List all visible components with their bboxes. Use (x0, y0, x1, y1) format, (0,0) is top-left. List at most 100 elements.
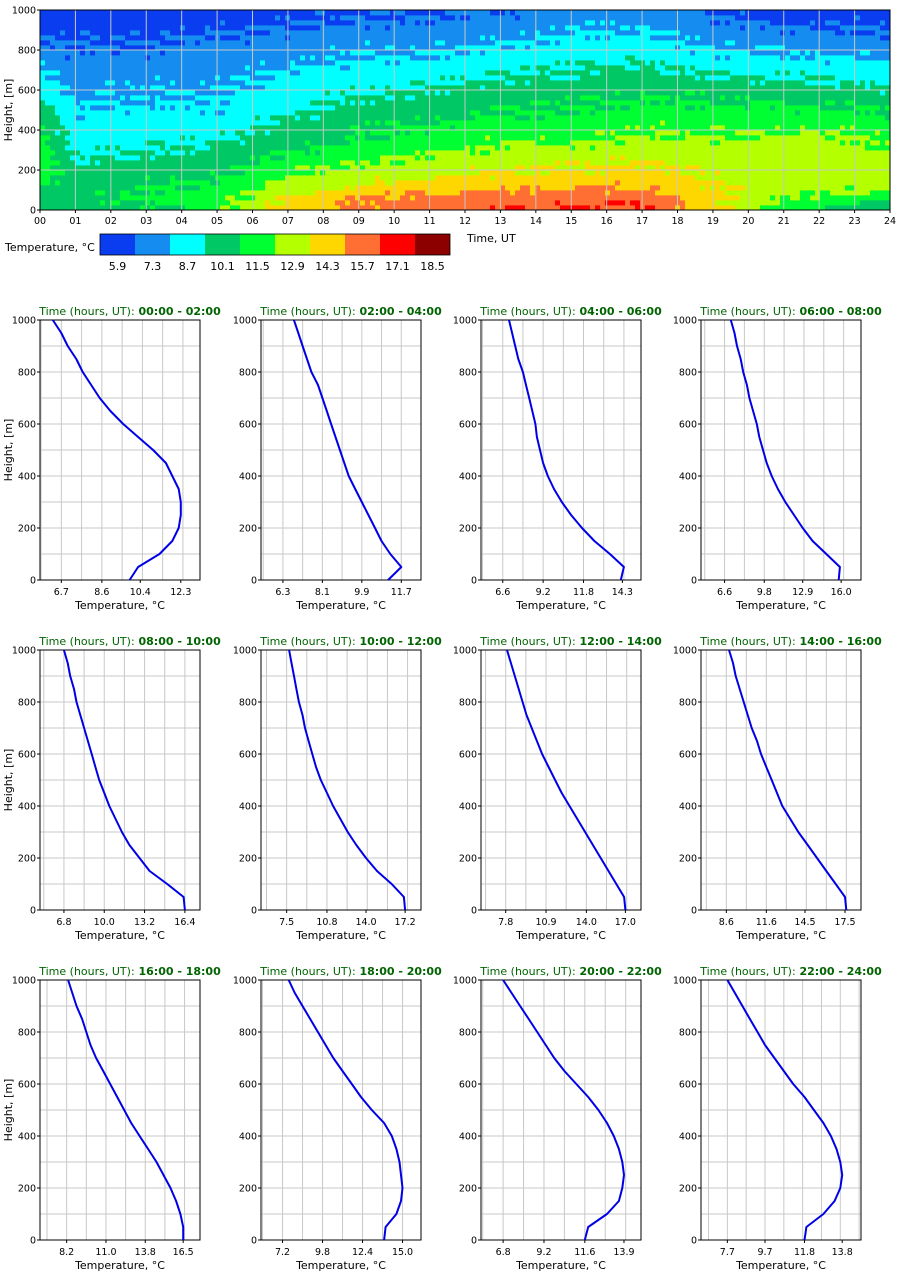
heatmap-cell (235, 90, 241, 96)
heatmap-cell (655, 125, 661, 131)
heatmap-cell (155, 120, 161, 126)
heatmap-cell (220, 90, 226, 96)
heatmap-cell (60, 40, 66, 46)
heatmap-cell (585, 50, 591, 56)
heatmap-cell (240, 75, 246, 81)
heatmap-cell (400, 115, 406, 121)
heatmap-cell (75, 40, 81, 46)
heatmap-cell (515, 125, 521, 131)
heatmap-cell (105, 25, 111, 31)
heatmap-cell (585, 165, 591, 171)
heatmap-cell (490, 150, 496, 156)
heatmap-cell (380, 120, 386, 126)
heatmap-cell (485, 45, 491, 51)
heatmap-cell (315, 140, 321, 146)
heatmap-cell (440, 35, 446, 41)
heatmap-cell (40, 145, 46, 151)
heatmap-cell (455, 175, 461, 181)
heatmap-cell (290, 15, 296, 21)
heatmap-cell (95, 55, 101, 61)
heatmap-cell (525, 165, 531, 171)
heatmap-cell (550, 55, 556, 61)
heatmap-cell (160, 110, 166, 116)
heatmap-cell (295, 20, 301, 26)
heatmap-cell (465, 135, 471, 141)
heatmap-cell (425, 65, 431, 71)
heatmap-cell (565, 175, 571, 181)
heatmap-cell (415, 175, 421, 181)
heatmap-cell (75, 95, 81, 101)
heatmap-cell (615, 125, 621, 131)
heatmap-cell (235, 50, 241, 56)
heatmap-cell (440, 25, 446, 31)
heatmap-cell (590, 30, 596, 36)
heatmap-cell (70, 195, 76, 201)
heatmap-cell (135, 25, 141, 31)
heatmap-cell (660, 140, 666, 146)
heatmap-cell (305, 165, 311, 171)
heatmap-cell (560, 205, 566, 211)
heatmap-cell (470, 135, 476, 141)
heatmap-cell (325, 185, 331, 191)
heatmap-cell (185, 145, 191, 151)
heatmap-cell (480, 175, 486, 181)
heatmap-cell (585, 180, 591, 186)
heatmap-cell (175, 60, 181, 66)
heatmap-cell (255, 160, 261, 166)
heatmap-cell (580, 110, 586, 116)
heatmap-cell (70, 100, 76, 106)
heatmap-cell (465, 170, 471, 176)
heatmap-cell (90, 205, 96, 211)
heatmap-cell (445, 205, 451, 211)
heatmap-cell (95, 180, 101, 186)
heatmap-cell (295, 75, 301, 81)
heatmap-cell (210, 195, 216, 201)
heatmap-cell (335, 180, 341, 186)
heatmap-cell (375, 35, 381, 41)
heatmap-cell (630, 125, 636, 131)
heatmap-cell (120, 155, 126, 161)
heatmap-cell (300, 25, 306, 31)
heatmap-cell (440, 75, 446, 81)
heatmap-cell (140, 10, 146, 16)
heatmap-cell (495, 60, 501, 66)
heatmap-cell (380, 115, 386, 121)
heatmap-cell (340, 160, 346, 166)
heatmap-cell (645, 185, 651, 191)
heatmap-cell (600, 170, 606, 176)
heatmap-cell (45, 135, 51, 141)
heatmap-cell (510, 175, 516, 181)
heatmap-cell (480, 70, 486, 76)
heatmap-cell (135, 70, 141, 76)
heatmap-cell (135, 155, 141, 161)
heatmap-cell (350, 175, 356, 181)
heatmap-cell (410, 165, 416, 171)
heatmap-cell (240, 95, 246, 101)
heatmap-cell (190, 165, 196, 171)
heatmap-cell (535, 160, 541, 166)
heatmap-cell (305, 70, 311, 76)
heatmap-cell (380, 75, 386, 81)
heatmap-cell (110, 80, 116, 86)
heatmap-cell (335, 150, 341, 156)
heatmap-cell (400, 40, 406, 46)
heatmap-cell (375, 40, 381, 46)
heatmap-cell (240, 85, 246, 91)
heatmap-cell (410, 200, 416, 206)
heatmap-cell (155, 95, 161, 101)
heatmap-cell (95, 90, 101, 96)
heatmap-cell (330, 55, 336, 61)
heatmap-cell (400, 55, 406, 61)
heatmap-cell (640, 35, 646, 41)
heatmap-cell (360, 55, 366, 61)
heatmap-cell (320, 85, 326, 91)
heatmap-cell (155, 35, 161, 41)
heatmap-cell (455, 190, 461, 196)
heatmap-cell (185, 25, 191, 31)
heatmap-cell (50, 80, 56, 86)
heatmap-cell (510, 105, 516, 111)
heatmap-cell (455, 100, 461, 106)
heatmap-cell (200, 45, 206, 51)
heatmap-cell (265, 195, 271, 201)
heatmap-cell (175, 10, 181, 16)
